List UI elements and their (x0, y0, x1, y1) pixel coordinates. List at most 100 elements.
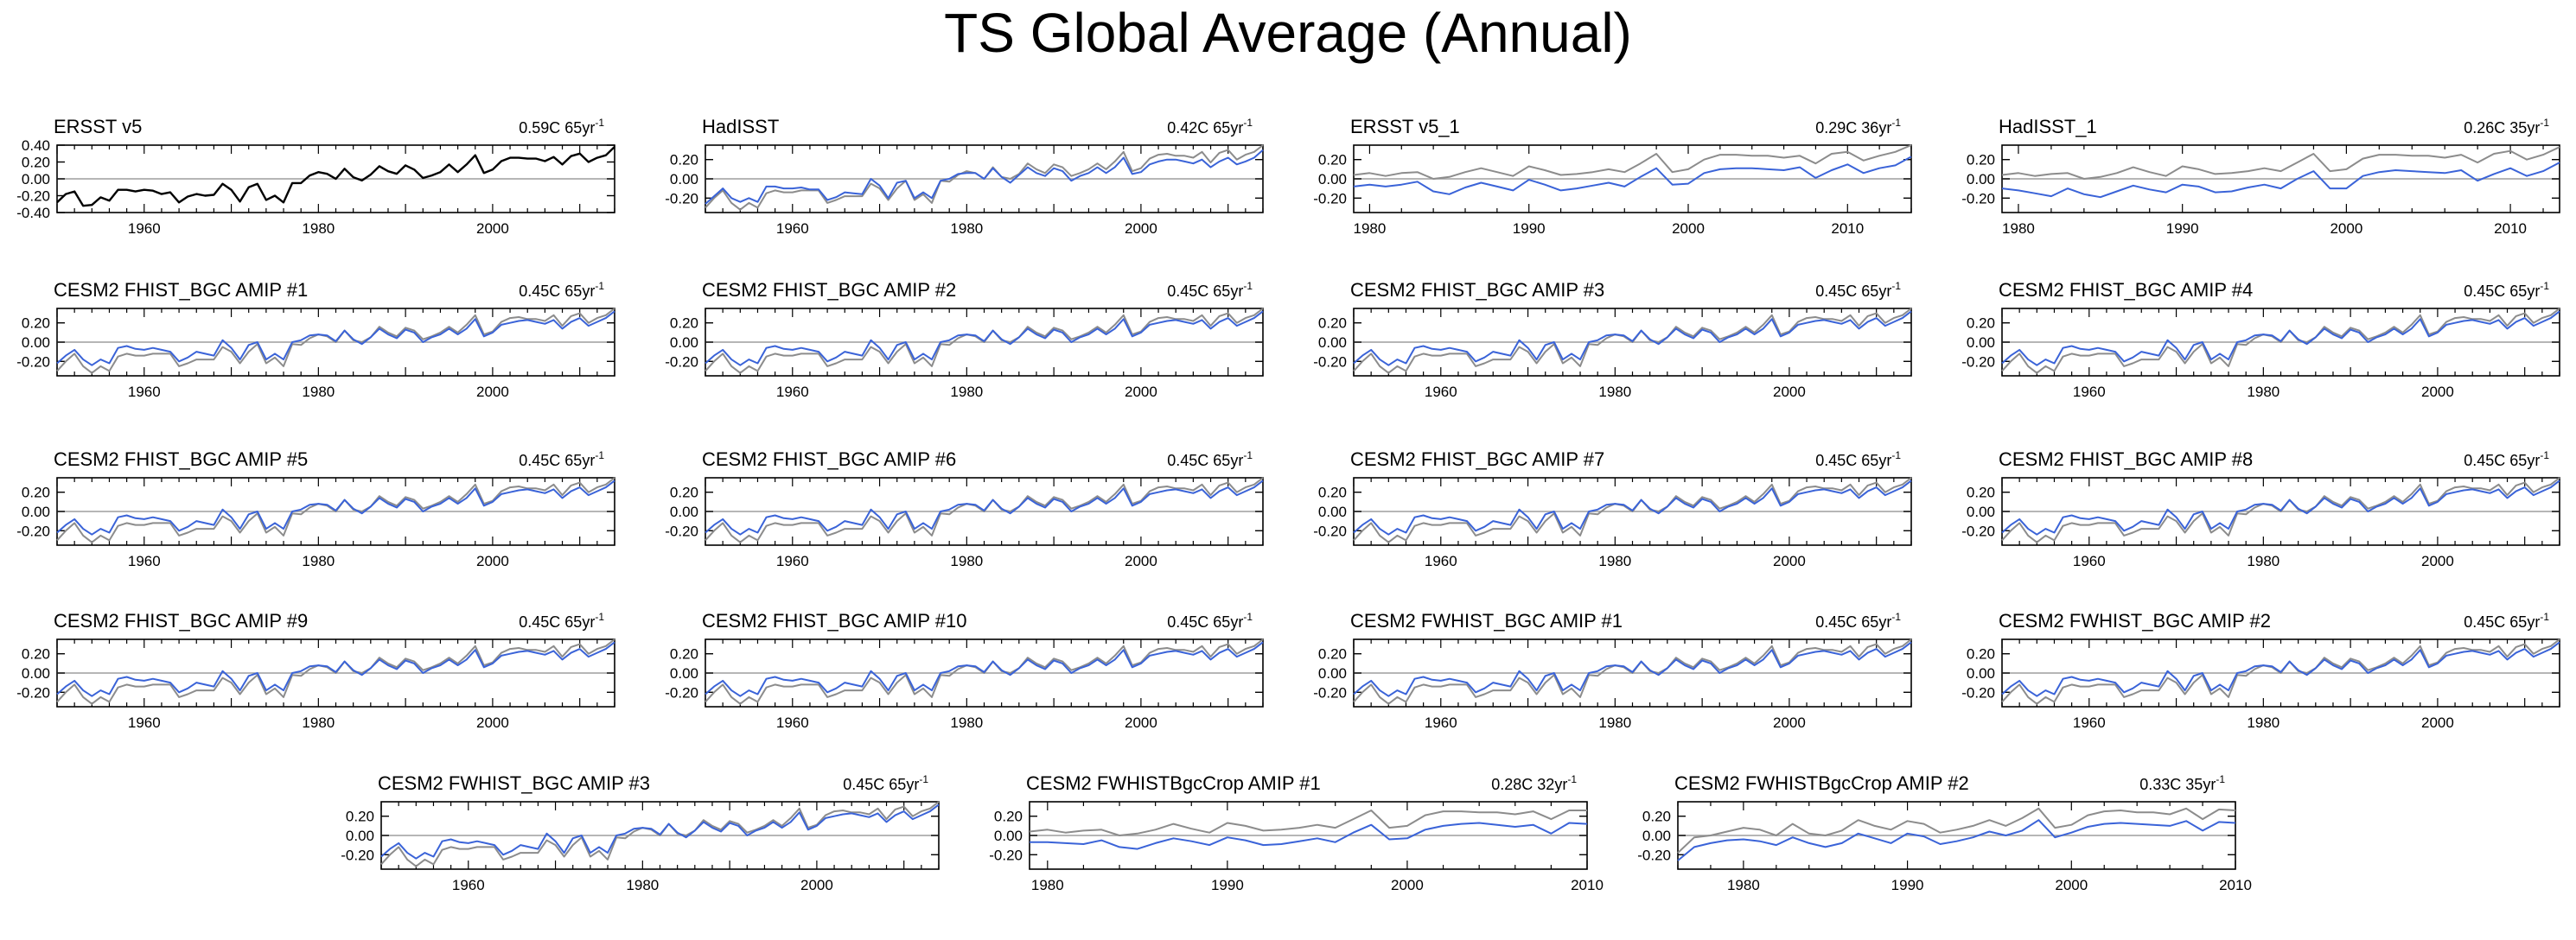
series-line-reference (1353, 638, 1912, 705)
y-tick-label: 0.00 (1318, 334, 1347, 351)
x-tick-label: 1980 (302, 553, 335, 569)
x-tick-label: 2010 (1831, 220, 1864, 237)
x-tick-label: 1980 (2247, 715, 2280, 731)
trend-value: 0.45C 65yr (2464, 452, 2540, 469)
panel-3: ERSST v5_1 0.29C 36yr-1 0.20 0.00 -0.20 1980 1… (1313, 116, 1912, 237)
y-tick-label: 0.20 (22, 315, 50, 332)
trend-value: 0.45C 65yr (519, 613, 595, 631)
panel-title: CESM2 FWHISTBgcCrop AMIP #1 (1026, 772, 1321, 794)
trend-exponent: -1 (919, 773, 928, 785)
y-tick-label: -0.20 (16, 523, 50, 539)
y-tick-label: 0.20 (1642, 809, 1671, 825)
trend-exponent: -1 (1891, 117, 1901, 129)
y-tick-label: -0.20 (1313, 523, 1347, 539)
series-line-reference (705, 308, 1264, 374)
panel-title: CESM2 FHIST_BGC AMIP #8 (1999, 448, 2253, 470)
y-tick-label: 0.20 (1318, 646, 1347, 663)
panel-17: CESM2 FWHIST_BGC AMIP #3 0.45C 65yr-1 0.20… (341, 772, 940, 893)
x-tick-label: 1980 (950, 384, 983, 400)
y-tick-label: 0.00 (1318, 171, 1347, 187)
panel-title: CESM2 FHIST_BGC AMIP #7 (1350, 448, 1604, 470)
trend-exponent: -1 (1891, 280, 1901, 292)
y-tick-label: 0.20 (1318, 152, 1347, 168)
x-tick-label: 1960 (452, 877, 485, 893)
y-tick-label: 0.00 (670, 504, 698, 520)
x-tick-label: 1990 (1891, 877, 1924, 893)
panel-11: CESM2 FHIST_BGC AMIP #7 0.45C 65yr-1 0.20 0… (1313, 448, 1912, 569)
trend-exponent: -1 (2216, 773, 2225, 785)
panel-title: CESM2 FHIST_BGC AMIP #1 (54, 279, 308, 301)
trend-label: 0.45C 65yr-1 (1167, 280, 1253, 300)
trend-value: 0.45C 65yr (1815, 452, 1891, 469)
panel-title: CESM2 FWHIST_BGC AMIP #3 (378, 772, 650, 794)
trend-label: 0.33C 35yr-1 (2139, 773, 2225, 793)
x-tick-label: 1960 (128, 715, 161, 731)
x-tick-label: 2000 (476, 715, 509, 731)
trend-value: 0.45C 65yr (1815, 283, 1891, 300)
x-tick-label: 2000 (476, 384, 509, 400)
x-tick-label: 2000 (1773, 384, 1806, 400)
trend-exponent: -1 (2540, 449, 2549, 461)
x-tick-label: 2000 (1125, 384, 1157, 400)
series-line-model (56, 310, 615, 366)
x-tick-label: 1990 (1211, 877, 1244, 893)
series-line-reference (705, 144, 1264, 211)
trend-label: 0.45C 65yr-1 (1167, 449, 1253, 469)
y-tick-label: 0.00 (670, 171, 698, 187)
y-tick-label: -0.20 (1313, 353, 1347, 370)
y-tick-label: 0.40 (22, 137, 50, 154)
series-line-model (1353, 310, 1912, 366)
series-line-reference (1353, 477, 1912, 543)
series-line-model (1677, 819, 2236, 861)
x-tick-label: 1980 (950, 220, 983, 237)
series-line-model (56, 480, 615, 536)
x-tick-label: 1980 (950, 553, 983, 569)
y-tick-label: 0.20 (1318, 315, 1347, 332)
x-tick-label: 1980 (950, 715, 983, 731)
trend-label: 0.26C 35yr-1 (2464, 117, 2549, 137)
x-tick-label: 2010 (1571, 877, 1604, 893)
x-tick-label: 1980 (302, 715, 335, 731)
y-tick-label: 0.20 (1967, 152, 1995, 168)
trend-exponent: -1 (1243, 449, 1253, 461)
y-tick-label: 0.20 (670, 152, 698, 168)
y-tick-label: 0.20 (1967, 485, 1995, 501)
series-line-reference (1677, 807, 2236, 854)
x-tick-label: 1980 (1727, 877, 1760, 893)
series-line-model (705, 310, 1264, 366)
x-tick-label: 2000 (1125, 553, 1157, 569)
series-line-model (705, 149, 1264, 205)
y-tick-label: 0.00 (1318, 665, 1347, 682)
panel-title: CESM2 FHIST_BGC AMIP #9 (54, 610, 308, 632)
x-tick-label: 1980 (1354, 220, 1387, 237)
series-line-reference (1353, 308, 1912, 374)
x-tick-label: 2000 (2330, 220, 2362, 237)
trend-exponent: -1 (1567, 773, 1577, 785)
x-tick-label: 2000 (2421, 715, 2454, 731)
panel-12: CESM2 FHIST_BGC AMIP #8 0.45C 65yr-1 0.20 0… (1961, 448, 2560, 569)
x-tick-label: 1980 (302, 220, 335, 237)
x-tick-label: 2000 (2421, 384, 2454, 400)
y-tick-label: 0.20 (1318, 485, 1347, 501)
y-tick-label: -0.20 (1961, 684, 1995, 701)
series-line-model (2001, 480, 2560, 536)
panel-title: CESM2 FWHIST_BGC AMIP #1 (1350, 610, 1623, 632)
y-tick-label: 0.00 (346, 828, 374, 844)
x-tick-label: 2000 (476, 553, 509, 569)
panel-title: CESM2 FHIST_BGC AMIP #6 (702, 448, 956, 470)
panel-title: HadISST_1 (1999, 116, 2097, 137)
x-tick-label: 1980 (302, 384, 335, 400)
trend-exponent: -1 (2540, 117, 2549, 129)
y-tick-label: 0.20 (1967, 315, 1995, 332)
y-tick-label: -0.20 (16, 188, 50, 205)
trend-value: 0.45C 65yr (2464, 283, 2540, 300)
series-line-reference (2001, 308, 2560, 374)
trend-label: 0.45C 65yr-1 (1815, 449, 1901, 469)
trend-exponent: -1 (1243, 117, 1253, 129)
trend-exponent: -1 (595, 117, 604, 129)
trend-label: 0.45C 65yr-1 (1815, 611, 1901, 631)
series-line-reference (56, 477, 615, 543)
panel-19: CESM2 FWHISTBgcCrop AMIP #2 0.33C 35yr-10… (1637, 772, 2252, 893)
trend-value: 0.45C 65yr (843, 776, 919, 793)
